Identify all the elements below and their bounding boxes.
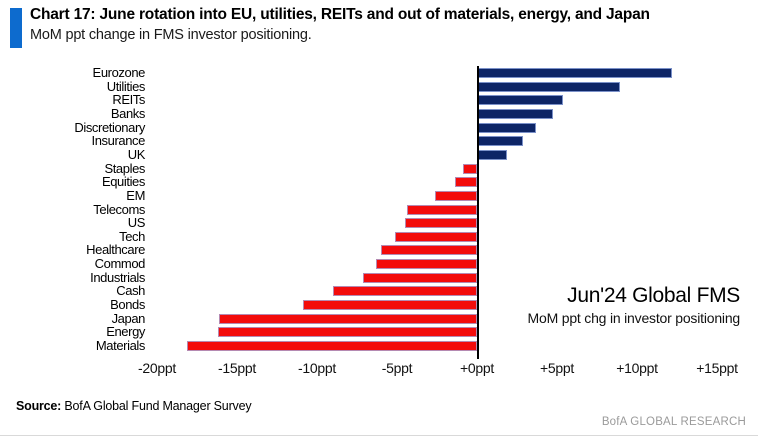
category-label: Industrials <box>90 269 145 285</box>
category-label: Healthcare <box>86 242 145 258</box>
bar-positive <box>478 122 536 133</box>
x-tick-label: +0ppt <box>460 360 494 376</box>
chart-subtitle: MoM ppt change in FMS investor positioni… <box>30 27 312 43</box>
x-tick-label: -15ppt <box>218 360 256 376</box>
bar-negative <box>435 190 477 201</box>
bar-negative <box>187 341 477 351</box>
x-tick-label: +5ppt <box>540 360 574 376</box>
brand-mark: BofA GLOBAL RESEARCH <box>601 416 746 428</box>
chart-title: Chart 17: June rotation into EU, utiliti… <box>30 6 650 23</box>
x-tick-label: -10ppt <box>298 360 336 376</box>
bar-negative <box>333 286 477 297</box>
category-label: Cash <box>116 283 145 299</box>
category-label: Japan <box>111 310 146 326</box>
bar-negative <box>376 259 477 270</box>
category-label: EM <box>126 187 145 203</box>
category-label: Discretionary <box>74 119 145 135</box>
bar-positive <box>478 136 523 147</box>
bar-negative <box>381 245 477 256</box>
chart-annotation: Jun'24 Global FMS MoM ppt chg in investo… <box>527 284 741 328</box>
bar-positive <box>478 108 554 119</box>
source-label: Source: <box>16 399 62 413</box>
category-label: Telecoms <box>93 201 145 217</box>
annotation-subtitle: MoM ppt chg in investor positioning <box>527 310 741 326</box>
category-label: Eurozone <box>92 65 146 80</box>
x-tick-label: -20ppt <box>138 360 176 376</box>
category-label: UK <box>127 146 146 162</box>
category-label: REITs <box>112 92 145 108</box>
bar-negative <box>219 313 477 324</box>
bar-positive <box>478 149 507 160</box>
x-tick-label: -5ppt <box>381 360 413 376</box>
category-label: Energy <box>106 324 145 340</box>
bar-positive <box>478 68 672 78</box>
bar-negative <box>395 231 477 242</box>
category-label: Insurance <box>91 133 146 149</box>
title-accent-bar <box>10 8 22 48</box>
bar-positive <box>478 95 563 106</box>
category-label: Utilities <box>106 78 146 94</box>
zero-axis-line <box>477 66 479 359</box>
source-text: BofA Global Fund Manager Survey <box>61 399 252 413</box>
category-label: Commod <box>94 256 146 272</box>
annotation-title: Jun'24 Global FMS <box>567 284 740 307</box>
category-label: Tech <box>119 228 145 244</box>
category-label: Bonds <box>110 297 145 313</box>
bar-negative <box>406 204 477 215</box>
category-label: US <box>127 215 146 231</box>
bar-negative <box>454 177 477 188</box>
bar-negative <box>462 163 477 174</box>
category-label: Staples <box>104 160 145 176</box>
source-line: Source: BofA Global Fund Manager Survey <box>16 399 252 413</box>
category-label: Materials <box>95 338 146 353</box>
x-tick-label: +10ppt <box>616 360 658 376</box>
category-label: Banks <box>110 105 146 121</box>
bar-positive <box>478 81 621 92</box>
bar-negative <box>405 218 477 229</box>
x-tick-label: +15ppt <box>696 360 738 376</box>
bar-negative <box>302 300 477 311</box>
bar-negative <box>363 272 477 283</box>
bar-negative <box>217 327 477 338</box>
category-label: Equities <box>101 174 145 190</box>
bottom-rule <box>0 435 758 436</box>
